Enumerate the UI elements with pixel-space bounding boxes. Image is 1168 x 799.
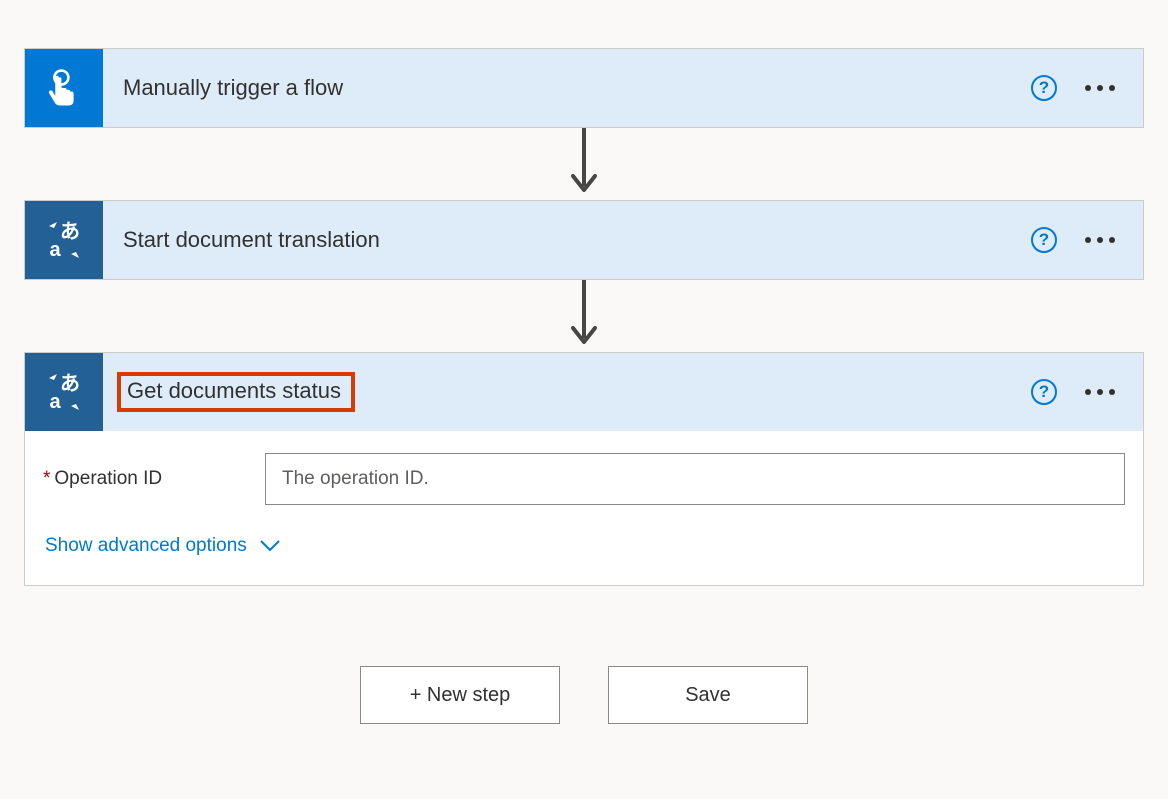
- help-icon[interactable]: ?: [1031, 379, 1057, 405]
- card-title-text: Get documents status: [127, 378, 341, 403]
- translate-icon: あ a: [25, 201, 103, 279]
- card-header[interactable]: あ a Start document translation ?: [25, 201, 1143, 279]
- step-card-trigger[interactable]: Manually trigger a flow ?: [24, 48, 1144, 128]
- more-icon[interactable]: [1085, 389, 1115, 395]
- card-header[interactable]: Manually trigger a flow ?: [25, 49, 1143, 127]
- card-title: Get documents status: [103, 372, 1031, 412]
- touch-icon: [25, 49, 103, 127]
- card-body: * Operation ID Show advanced options: [25, 431, 1143, 585]
- chevron-down-icon: [259, 539, 281, 553]
- svg-text:あ: あ: [60, 220, 80, 243]
- more-icon[interactable]: [1085, 85, 1115, 91]
- more-icon[interactable]: [1085, 237, 1115, 243]
- connector-arrow: [24, 128, 1144, 200]
- bottom-actions: + New step Save: [24, 666, 1144, 724]
- svg-text:あ: あ: [60, 372, 80, 395]
- svg-text:a: a: [49, 239, 61, 261]
- flow-designer: Manually trigger a flow ? あ a Start: [24, 48, 1144, 724]
- connector-arrow: [24, 280, 1144, 352]
- show-advanced-link[interactable]: Show advanced options: [45, 535, 281, 557]
- operation-id-input[interactable]: [265, 453, 1125, 505]
- svg-text:a: a: [49, 391, 61, 413]
- card-header[interactable]: あ a Get documents status ?: [25, 353, 1143, 431]
- field-label: * Operation ID: [43, 468, 265, 490]
- card-title: Manually trigger a flow: [103, 75, 1031, 101]
- field-operation-id: * Operation ID: [43, 453, 1125, 505]
- translate-icon: あ a: [25, 353, 103, 431]
- new-step-button[interactable]: + New step: [360, 666, 560, 724]
- card-actions: ?: [1031, 227, 1143, 253]
- help-icon[interactable]: ?: [1031, 75, 1057, 101]
- step-card-get-status[interactable]: あ a Get documents status ? * Operation I…: [24, 352, 1144, 586]
- field-label-text: Operation ID: [54, 468, 162, 490]
- step-card-start-translation[interactable]: あ a Start document translation ?: [24, 200, 1144, 280]
- card-title: Start document translation: [103, 227, 1031, 253]
- adv-link-label: Show advanced options: [45, 535, 247, 557]
- highlight-box: Get documents status: [117, 372, 355, 412]
- save-button[interactable]: Save: [608, 666, 808, 724]
- required-star: *: [43, 468, 50, 490]
- card-actions: ?: [1031, 379, 1143, 405]
- card-actions: ?: [1031, 75, 1143, 101]
- help-icon[interactable]: ?: [1031, 227, 1057, 253]
